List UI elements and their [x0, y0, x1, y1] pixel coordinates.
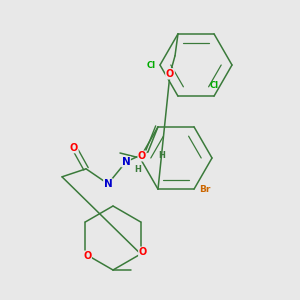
Text: O: O	[166, 69, 174, 79]
Text: Cl: Cl	[147, 61, 156, 70]
Text: O: O	[138, 151, 146, 161]
Text: H: H	[159, 151, 165, 160]
Text: O: O	[83, 251, 92, 261]
Text: Br: Br	[199, 185, 210, 194]
Text: O: O	[70, 143, 78, 153]
Text: Cl: Cl	[209, 81, 219, 90]
Text: N: N	[103, 179, 112, 189]
Text: N: N	[122, 157, 130, 167]
Text: H: H	[135, 165, 141, 174]
Text: O: O	[139, 247, 147, 257]
Text: O: O	[166, 69, 174, 79]
